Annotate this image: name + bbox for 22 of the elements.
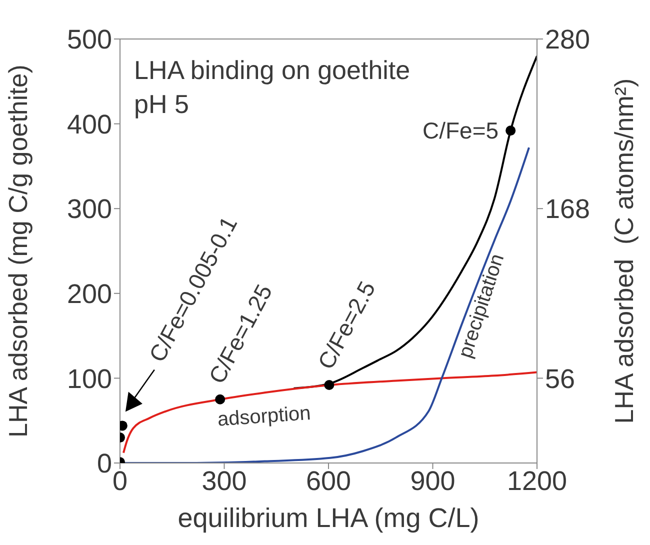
text: pH 5 bbox=[134, 89, 189, 119]
y-tick-label: 100 bbox=[66, 364, 112, 394]
x-tick-label: 600 bbox=[306, 466, 352, 496]
x-axis-title: equilibrium LHA (mg C/L) bbox=[178, 503, 480, 533]
series-label: adsorption bbox=[216, 402, 312, 431]
y2-tick-label: 56 bbox=[545, 364, 576, 394]
x-tick-label: 900 bbox=[410, 466, 456, 496]
y-tick-label: 300 bbox=[66, 194, 112, 224]
y-tick-label: 400 bbox=[66, 109, 112, 140]
y-axis-title: LHA adsorbed (mg C/g goethite) bbox=[3, 64, 34, 438]
x-tick-label: 300 bbox=[202, 466, 247, 496]
y2-tick-label: 168 bbox=[545, 194, 590, 224]
point bbox=[324, 380, 334, 390]
y-tick-label: 200 bbox=[66, 278, 112, 309]
x-tick-label: 1200 bbox=[506, 466, 568, 496]
y-tick-label: 500 bbox=[66, 24, 112, 55]
y2-axis-title: LHA adsorbed (C atoms/nm²) bbox=[609, 78, 639, 424]
point bbox=[215, 394, 226, 404]
point bbox=[506, 126, 516, 136]
annotation: C/Fe=5 bbox=[422, 118, 499, 144]
y2-tick-label: 280 bbox=[545, 24, 590, 55]
text: LHA binding on goethite bbox=[134, 55, 410, 85]
